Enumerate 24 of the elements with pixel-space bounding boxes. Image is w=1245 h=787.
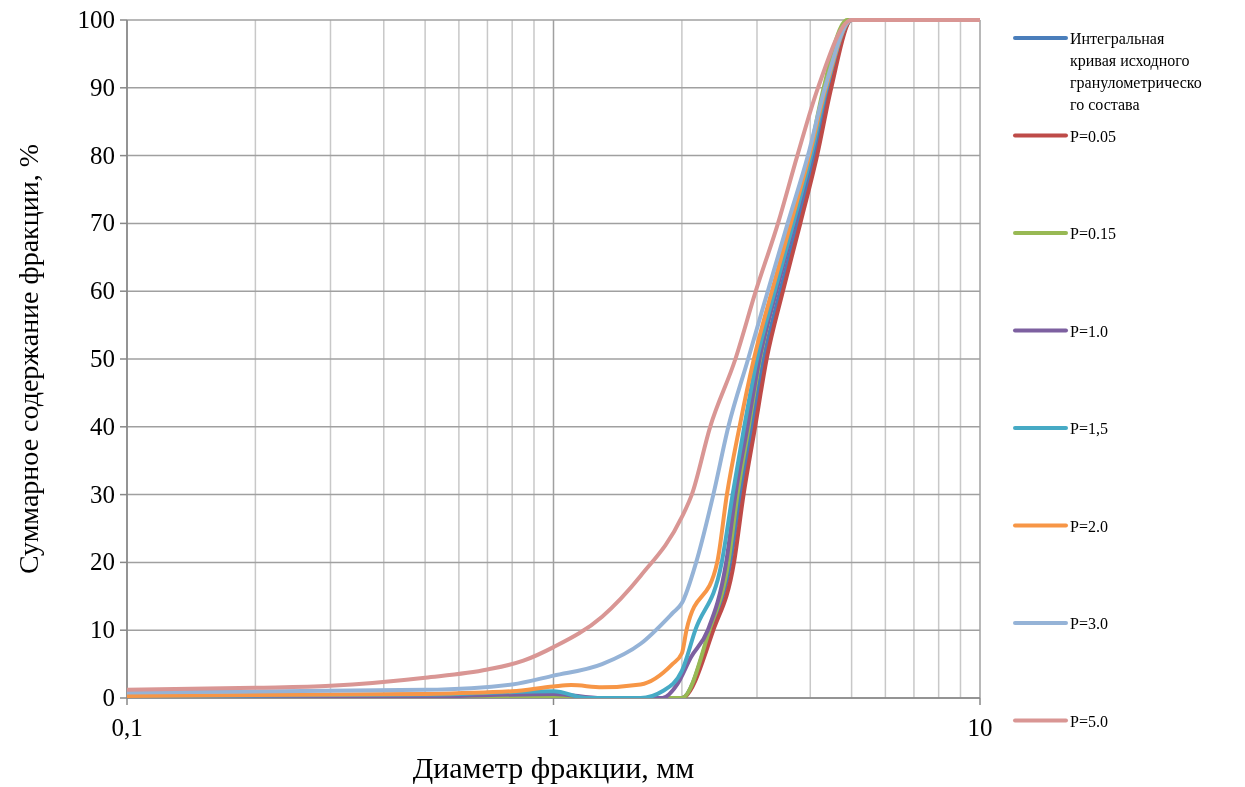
y-tick-label: 100 bbox=[77, 6, 115, 33]
y-tick-label: 60 bbox=[90, 277, 115, 305]
y-tick-label: 70 bbox=[90, 209, 115, 237]
y-tick-label: 30 bbox=[90, 480, 115, 508]
legend-label: P=3.0 bbox=[1070, 615, 1108, 632]
y-axis-title: Суммарное содержание фракции, % bbox=[13, 144, 44, 574]
y-tick-label: 90 bbox=[90, 73, 115, 101]
y-tick-label: 0 bbox=[102, 684, 115, 711]
legend-label: P=1.0 bbox=[1070, 322, 1108, 340]
x-tick-label: 10 bbox=[967, 714, 993, 741]
y-tick-label: 20 bbox=[90, 548, 115, 576]
y-tick-label: 50 bbox=[90, 345, 115, 372]
x-tick-label: 1 bbox=[547, 714, 560, 741]
legend-label: Интегральная кривая исходного гранулометрического состава bbox=[1070, 30, 1202, 113]
legend-label: P=1,5 bbox=[1070, 420, 1108, 437]
legend-label: P=0.15 bbox=[1070, 225, 1116, 242]
legend-label: P=5.0 bbox=[1070, 712, 1108, 730]
y-tick-label: 80 bbox=[90, 141, 115, 169]
x-axis-title: Диаметр фракции, мм bbox=[412, 751, 695, 784]
legend-label: P=2.0 bbox=[1070, 517, 1108, 535]
x-tick-label: 0,1 bbox=[111, 714, 143, 741]
y-tick-label: 40 bbox=[90, 412, 115, 440]
y-tick-label: 10 bbox=[90, 616, 115, 644]
legend-label: P=0.05 bbox=[1070, 127, 1116, 145]
